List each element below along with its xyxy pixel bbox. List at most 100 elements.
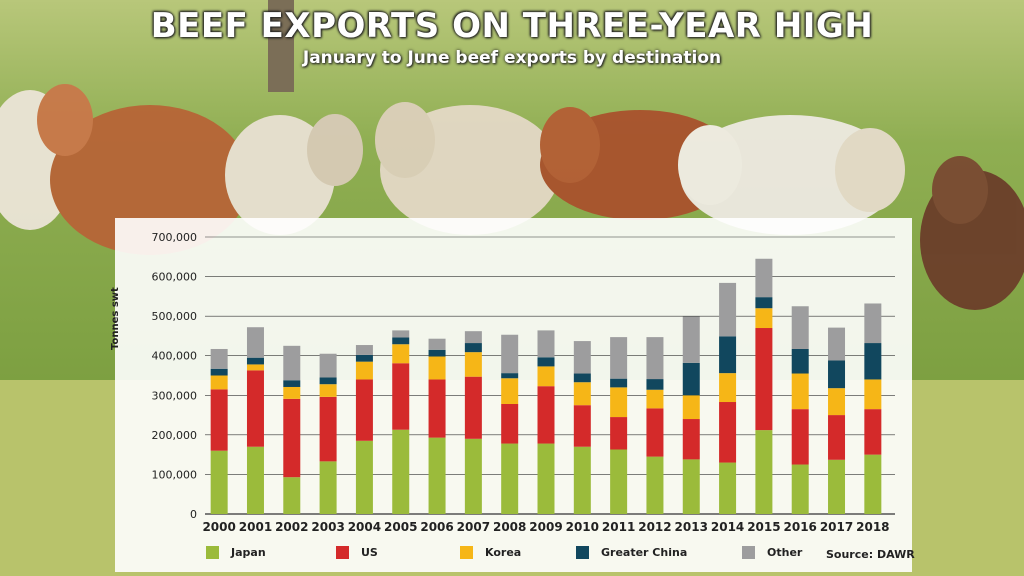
bar-other-2009 <box>537 330 555 358</box>
source-note: Source: DAWR <box>826 548 915 561</box>
x-tick-label: 2011 <box>602 520 635 534</box>
bar-other-2004 <box>355 345 373 355</box>
bar-us-2001 <box>246 370 264 447</box>
chart-subtitle: January to June beef exports by destinat… <box>302 48 722 68</box>
bar-greater-china-2003 <box>319 377 337 385</box>
bar-korea-2013 <box>682 395 700 420</box>
bar-korea-2010 <box>573 382 591 406</box>
x-tick-label: 2016 <box>784 520 817 534</box>
bar-japan-2018 <box>864 454 882 514</box>
bar-japan-2017 <box>828 459 846 514</box>
y-tick-label: 200,000 <box>152 429 198 442</box>
bar-japan-2010 <box>573 446 591 514</box>
bar-other-2014 <box>719 282 737 337</box>
bar-greater-china-2018 <box>864 343 882 380</box>
bar-korea-2004 <box>355 361 373 380</box>
x-tick-label: 2013 <box>675 520 708 534</box>
legend-item-japan: Japan <box>206 546 266 559</box>
bar-us-2002 <box>283 398 301 478</box>
bar-other-2011 <box>610 337 628 379</box>
bar-korea-2000 <box>210 375 228 390</box>
legend-item-korea: Korea <box>460 546 521 559</box>
bar-us-2017 <box>828 415 846 460</box>
bar-korea-2011 <box>610 387 628 418</box>
x-tick-label: 2017 <box>820 520 853 534</box>
bar-japan-2001 <box>246 446 264 514</box>
x-tick-label: 2006 <box>420 520 453 534</box>
bar-greater-china-2017 <box>828 360 846 389</box>
legend-label: Greater China <box>601 546 688 559</box>
legend-label: Japan <box>231 546 266 559</box>
bar-us-2005 <box>392 363 410 430</box>
bar-korea-2001 <box>246 364 264 371</box>
x-tick-label: 2004 <box>348 520 381 534</box>
bar-greater-china-2007 <box>464 343 482 353</box>
bar-korea-2009 <box>537 366 555 387</box>
bar-other-2002 <box>283 345 301 381</box>
bar-korea-2007 <box>464 352 482 377</box>
legend-item-greater-china: Greater China <box>576 546 687 559</box>
bar-japan-2011 <box>610 449 628 514</box>
bar-japan-2006 <box>428 437 446 514</box>
bar-us-2013 <box>682 419 700 460</box>
bar-us-2016 <box>791 409 809 465</box>
bar-us-2015 <box>755 328 773 431</box>
bar-other-2015 <box>755 258 773 298</box>
bar-other-2000 <box>210 348 228 369</box>
bar-us-2008 <box>501 403 519 444</box>
x-tick-label: 2012 <box>638 520 671 534</box>
bar-us-2004 <box>355 379 373 441</box>
bar-greater-china-2011 <box>610 378 628 388</box>
bar-japan-2009 <box>537 443 555 514</box>
x-tick-label: 2005 <box>384 520 417 534</box>
bar-greater-china-2015 <box>755 297 773 309</box>
bar-korea-2015 <box>755 308 773 329</box>
bar-greater-china-2010 <box>573 373 591 383</box>
bar-japan-2015 <box>755 430 773 514</box>
legend-label: Korea <box>485 546 522 559</box>
legend-swatch <box>742 546 755 559</box>
bar-greater-china-2001 <box>246 357 264 365</box>
x-tick-label: 2001 <box>239 520 272 534</box>
bar-us-2000 <box>210 389 228 451</box>
x-tick-label: 2002 <box>275 520 308 534</box>
bar-us-2012 <box>646 408 664 457</box>
legend-item-other: Other <box>742 546 802 559</box>
y-tick-label: 500,000 <box>152 310 198 323</box>
bar-other-2005 <box>392 330 410 338</box>
bar-other-2013 <box>682 316 700 363</box>
legend-item-us: US <box>336 546 378 559</box>
bar-korea-2006 <box>428 356 446 380</box>
legend-swatch <box>206 546 219 559</box>
y-tick-label: 0 <box>190 508 197 521</box>
x-tick-label: 2000 <box>202 520 235 534</box>
y-tick-label: 100,000 <box>152 468 198 481</box>
bar-greater-china-2014 <box>719 336 737 374</box>
bar-other-2018 <box>864 303 882 344</box>
bar-us-2018 <box>864 409 882 455</box>
bar-other-2007 <box>464 331 482 344</box>
bar-japan-2003 <box>319 461 337 514</box>
bar-japan-2014 <box>719 462 737 514</box>
bar-korea-2012 <box>646 389 664 409</box>
bar-greater-china-2009 <box>537 357 555 367</box>
x-tick-label: 2009 <box>529 520 562 534</box>
bar-other-2003 <box>319 353 337 378</box>
bar-japan-2012 <box>646 456 664 514</box>
bar-greater-china-2012 <box>646 379 664 390</box>
bar-japan-2016 <box>791 464 809 514</box>
bar-japan-2007 <box>464 438 482 514</box>
bar-other-2008 <box>501 334 519 374</box>
bar-korea-2008 <box>501 378 519 404</box>
y-tick-label: 600,000 <box>152 271 198 284</box>
bar-japan-2013 <box>682 459 700 514</box>
bar-us-2010 <box>573 405 591 447</box>
bar-other-2001 <box>246 327 264 358</box>
bar-other-2006 <box>428 338 446 350</box>
bar-other-2012 <box>646 337 664 380</box>
bar-other-2010 <box>573 341 591 374</box>
bar-korea-2017 <box>828 388 846 416</box>
bar-japan-2005 <box>392 429 410 514</box>
